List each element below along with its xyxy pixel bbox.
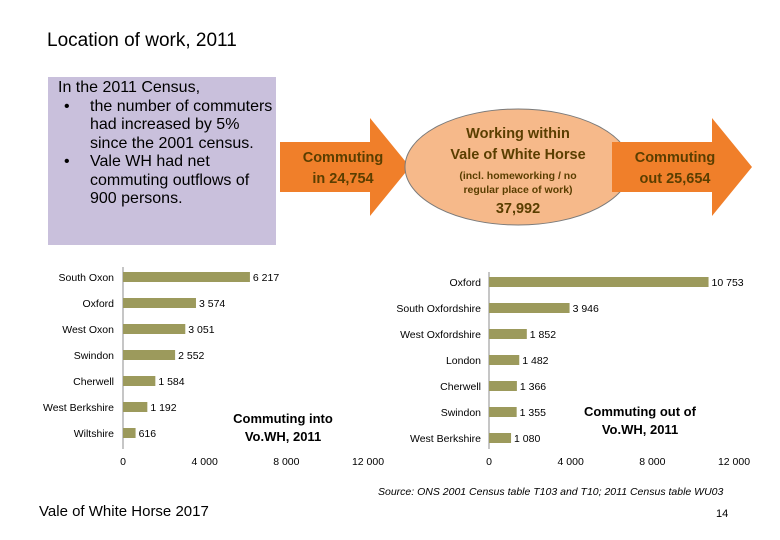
working-within-line1: Working within bbox=[466, 126, 570, 142]
chart-in-tick-label: 4 000 bbox=[192, 456, 218, 468]
chart-out-value-label: 10 753 bbox=[712, 277, 744, 289]
page-number: 14 bbox=[716, 508, 729, 520]
chart-in-bar bbox=[123, 272, 250, 282]
working-within-label: Working within Vale of White Horse (incl… bbox=[425, 124, 611, 219]
chart-out-category-label: West Oxfordshire bbox=[400, 329, 481, 341]
summary-text: In the 2011 Census, the number of commut… bbox=[58, 79, 280, 209]
chart-out-tick-label: 0 bbox=[486, 456, 492, 468]
commuting-out-line2: out 25,654 bbox=[639, 171, 711, 187]
working-within-note1: (incl. homeworking / no bbox=[459, 170, 577, 182]
chart-in-category-label: Wiltshire bbox=[74, 428, 114, 440]
commuting-out-arrow bbox=[612, 118, 752, 216]
chart-out-value-label: 3 946 bbox=[573, 303, 599, 315]
chart-out-category-label: West Berkshire bbox=[410, 433, 481, 445]
chart-in-value-label: 616 bbox=[139, 428, 157, 440]
chart-in-category-label: Oxford bbox=[82, 298, 114, 310]
commuting-in-label: Commuting in 24,754 bbox=[288, 148, 398, 190]
chart-out-bar bbox=[489, 277, 709, 287]
commuting-in-arrow bbox=[280, 118, 410, 216]
commuting-out-line1: Commuting bbox=[634, 150, 716, 166]
chart-out-value-label: 1 482 bbox=[522, 355, 548, 367]
chart-out-bar bbox=[489, 433, 512, 443]
chart-out-tick-label: 4 000 bbox=[558, 456, 584, 468]
chart-in-value-label: 1 584 bbox=[158, 376, 184, 388]
chart-out-category-label: Oxford bbox=[449, 277, 481, 289]
chart-out-category-label: South Oxfordshire bbox=[396, 303, 481, 315]
page-title: Location of work, 2011 bbox=[47, 30, 237, 51]
commuting-in-line1: Commuting bbox=[302, 150, 384, 166]
chart-out-bar bbox=[489, 329, 527, 339]
commuting-in-line2: in 24,754 bbox=[312, 171, 374, 187]
working-within-line2: Vale of White Horse bbox=[450, 147, 586, 163]
chart-in-bar bbox=[123, 428, 136, 438]
chart-in-bar bbox=[123, 402, 148, 412]
chart-in-value-label: 2 552 bbox=[178, 350, 204, 362]
working-within-value: 37,992 bbox=[495, 201, 541, 217]
chart-out-bar bbox=[489, 303, 570, 313]
chart-in-category-label: West Oxon bbox=[62, 324, 114, 336]
chart-in-bar bbox=[123, 350, 176, 360]
chart-in-value-label: 3 051 bbox=[188, 324, 214, 336]
chart-out-title: Commuting out of Vo.WH, 2011 bbox=[584, 404, 696, 437]
chart-in-tick-label: 12 000 bbox=[352, 456, 384, 468]
chart-in-tick-label: 8 000 bbox=[273, 456, 299, 468]
commuting-out-label: Commuting out 25,654 bbox=[620, 148, 730, 190]
chart-out-category-label: Swindon bbox=[441, 407, 481, 419]
chart-in-tick-label: 0 bbox=[120, 456, 126, 468]
working-within-note2: regular place of work) bbox=[463, 184, 573, 196]
chart-out-tick-label: 12 000 bbox=[718, 456, 750, 468]
chart-out-bar bbox=[489, 381, 517, 391]
chart-out-bar bbox=[489, 355, 520, 365]
chart-in-bar bbox=[123, 298, 196, 308]
chart-in-bar bbox=[123, 376, 156, 386]
chart-out-value-label: 1 852 bbox=[530, 329, 556, 341]
summary-intro: In the 2011 Census, bbox=[58, 79, 201, 96]
chart-in-bar bbox=[123, 324, 186, 334]
chart-in-category-label: South Oxon bbox=[59, 272, 115, 284]
chart-in-category-label: Cherwell bbox=[73, 376, 114, 388]
footer-text: Vale of White Horse 2017 bbox=[39, 503, 209, 520]
chart-in-category-label: West Berkshire bbox=[43, 402, 114, 414]
chart-out-tick-label: 8 000 bbox=[639, 456, 665, 468]
chart-in-value-label: 3 574 bbox=[199, 298, 225, 310]
chart-out-value-label: 1 355 bbox=[520, 407, 546, 419]
summary-bullets: the number of commuters had increased by… bbox=[58, 98, 280, 209]
chart-out-value-label: 1 366 bbox=[520, 381, 546, 393]
summary-bullet: Vale WH had net commuting outflows of 90… bbox=[64, 153, 280, 209]
chart-in-value-label: 6 217 bbox=[253, 272, 279, 284]
chart-out-category-label: Cherwell bbox=[440, 381, 481, 393]
chart-in-title: Commuting into Vo.WH, 2011 bbox=[233, 411, 333, 444]
summary-bullet: the number of commuters had increased by… bbox=[64, 98, 280, 154]
chart-out-category-label: London bbox=[446, 355, 481, 367]
chart-in-category-label: Swindon bbox=[74, 350, 114, 362]
chart-out-bar bbox=[489, 407, 517, 417]
source-note: Source: ONS 2001 Census table T103 and T… bbox=[378, 486, 724, 498]
chart-in-value-label: 1 192 bbox=[150, 402, 176, 414]
chart-out-value-label: 1 080 bbox=[514, 433, 540, 445]
